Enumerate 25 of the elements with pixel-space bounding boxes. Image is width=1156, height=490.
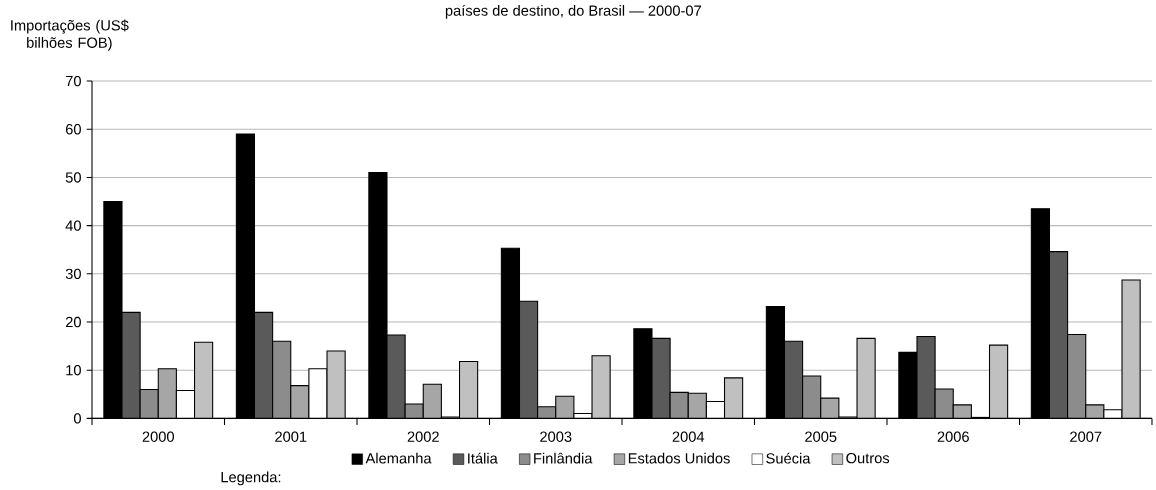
x-tick-label: 2005	[805, 431, 837, 442]
legend-label: Estados Unidos	[628, 452, 730, 464]
x-tick-label: 2007	[1070, 431, 1102, 442]
legend-label: Outros	[846, 452, 890, 464]
x-tick-label: 2006	[937, 431, 969, 442]
y-tick-label: 70	[65, 75, 81, 87]
x-tick-label: 2002	[407, 431, 439, 442]
y-tick-label: 20	[65, 316, 81, 328]
legend-label: Itália	[468, 452, 498, 464]
x-tick-label: 2001	[275, 431, 307, 442]
legend-label: Suécia	[766, 452, 811, 464]
legend-title: Legenda:	[221, 471, 281, 486]
legend-label: Alemanha	[365, 452, 432, 464]
y-tick-label: 0	[73, 413, 81, 424]
y-tick-label: 50	[65, 172, 81, 183]
y-tick-label: 30	[65, 268, 81, 279]
chart-title: países de destino, do Brasil — 2000-07	[445, 4, 701, 19]
y-tick-label: 10	[66, 364, 81, 376]
y-axis-title: Importações (US$ bilhões FOB)	[11, 19, 129, 51]
x-tick-label: 2004	[672, 431, 705, 442]
legend-label: Finlândia	[534, 452, 593, 464]
x-tick-label: 2003	[540, 431, 572, 442]
x-tick-label: 2000	[142, 431, 174, 442]
y-tick-label: 60	[65, 124, 81, 135]
y-tick-label: 40	[65, 220, 81, 231]
